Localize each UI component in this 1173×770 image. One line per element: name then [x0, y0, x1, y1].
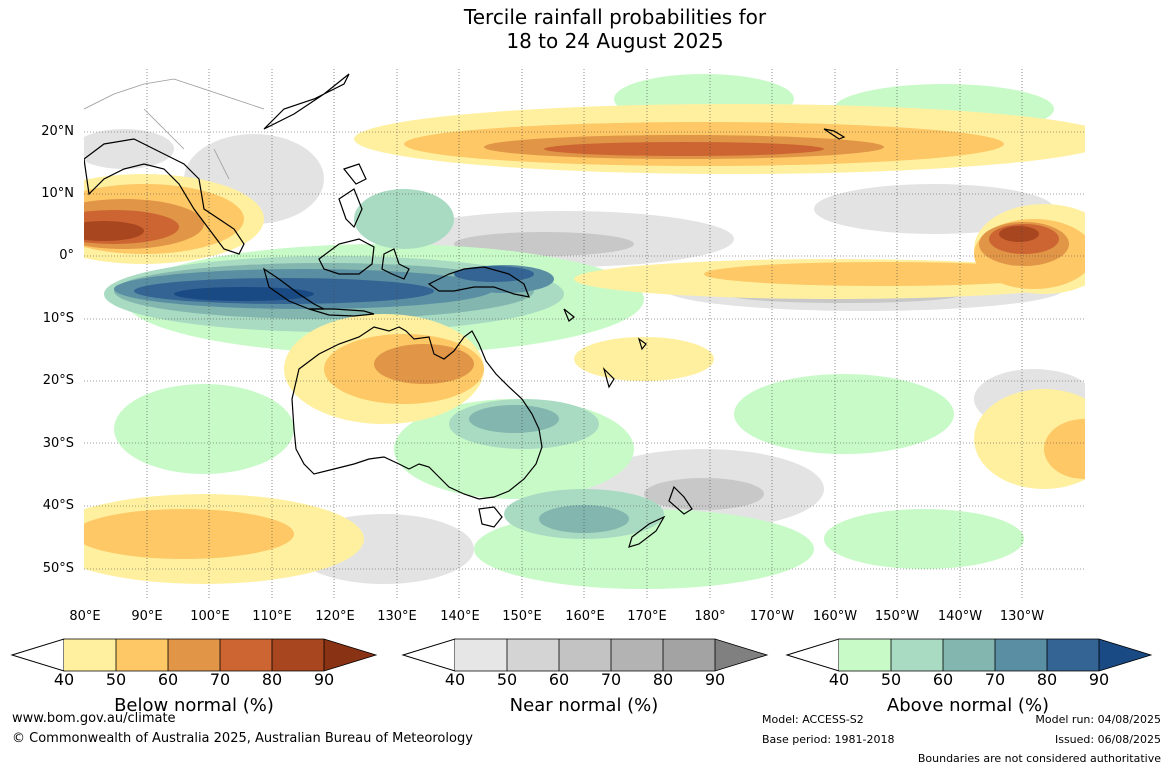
near-normal-caption: Near normal (%)	[509, 695, 659, 716]
lon-label-160w: 160°W	[812, 609, 858, 624]
model-info: Model: ACCESS-S2	[762, 713, 864, 726]
below-tick-40: 40	[53, 670, 75, 689]
near-tick-80: 80	[652, 670, 674, 689]
lon-label-130e: 130°E	[377, 609, 417, 624]
above-swatch-5	[1047, 639, 1099, 671]
australia-outline	[291, 326, 543, 500]
lat-label-20s: 20°S	[42, 373, 74, 388]
lon-label-170e: 170°E	[627, 609, 667, 624]
china-coast-outline	[263, 73, 350, 130]
coastlines	[84, 73, 846, 548]
lat-label-50s: 50°S	[42, 561, 74, 576]
below-swatch-5	[272, 639, 324, 671]
country-borders	[84, 78, 265, 180]
lon-label-180: 180°	[694, 609, 726, 624]
tasmania-outline	[478, 506, 503, 528]
base-period-info: Base period: 1981-2018	[762, 733, 895, 746]
colorbar-above-normal	[785, 638, 1153, 672]
above-swatch-1	[839, 639, 891, 671]
lon-label-100e: 100°E	[190, 609, 230, 624]
lon-label-80e: 80°E	[69, 609, 101, 624]
above-tick-80: 80	[1036, 670, 1058, 689]
pacific-islands-outline	[563, 308, 647, 389]
below-tick-80: 80	[261, 670, 283, 689]
lon-label-110e: 110°E	[252, 609, 292, 624]
near-tick-70: 70	[600, 670, 622, 689]
above-swatch-3	[943, 639, 995, 671]
gridlines	[84, 69, 1085, 600]
lon-label-170w: 170°W	[749, 609, 795, 624]
lon-label-130w: 130°W	[999, 609, 1045, 624]
near-swatch-2	[507, 639, 559, 671]
above-tick-50: 50	[880, 670, 902, 689]
below-swatch-3	[168, 639, 220, 671]
near-swatch-5	[663, 639, 715, 671]
map-title-line2: 18 to 24 August 2025	[506, 29, 724, 53]
borneo-outline	[318, 238, 375, 275]
colorbar-near-normal	[401, 638, 769, 672]
below-swatch-1	[64, 639, 116, 671]
above-swatch-4	[995, 639, 1047, 671]
lat-label-10n: 10°N	[41, 186, 74, 201]
above-swatch-2	[891, 639, 943, 671]
above-tick-70: 70	[984, 670, 1006, 689]
lat-label-10s: 10°S	[42, 311, 74, 326]
above-normal-caption: Above normal (%)	[886, 695, 1050, 716]
below-tick-60: 60	[157, 670, 179, 689]
above-tick-40: 40	[828, 670, 850, 689]
near-tick-50: 50	[496, 670, 518, 689]
above-tick-90: 90	[1088, 670, 1110, 689]
new-zealand-outline	[628, 485, 693, 548]
below-swatch-4	[220, 639, 272, 671]
philippines-outline	[338, 163, 367, 229]
lon-label-160e: 160°E	[565, 609, 605, 624]
near-tick-90: 90	[704, 670, 726, 689]
lon-label-140w: 140°W	[937, 609, 983, 624]
below-normal-caption: Below normal (%)	[114, 695, 274, 716]
below-tick-70: 70	[209, 670, 231, 689]
below-tick-90: 90	[313, 670, 335, 689]
lat-label-0: 0°	[59, 248, 74, 263]
boundaries-disclaimer: Boundaries are not considered authoritat…	[917, 752, 1161, 765]
below-swatch-6	[324, 639, 376, 671]
above-tick-60: 60	[932, 670, 954, 689]
near-tick-60: 60	[548, 670, 570, 689]
near-swatch-6	[715, 639, 767, 671]
lon-label-150e: 150°E	[502, 609, 542, 624]
probability-shading	[84, 74, 1085, 589]
lon-label-150w: 150°W	[874, 609, 920, 624]
lat-label-40s: 40°S	[42, 498, 74, 513]
model-run-info: Model run: 04/08/2025	[1035, 713, 1161, 726]
near-swatch-1	[455, 639, 507, 671]
website-link[interactable]: www.bom.gov.au/climate	[12, 711, 176, 726]
map-title-line1: Tercile rainfall probabilities for	[463, 5, 767, 29]
asia-mainland-outline	[84, 138, 245, 255]
new-guinea-outline	[427, 266, 530, 298]
lat-label-20n: 20°N	[41, 124, 74, 139]
near-swatch-3	[559, 639, 611, 671]
near-tick-40: 40	[444, 670, 466, 689]
near-swatch-4	[611, 639, 663, 671]
lon-label-120e: 120°E	[315, 609, 355, 624]
below-swatch-2	[116, 639, 168, 671]
java-outline	[308, 308, 375, 317]
colorbar-below-normal	[10, 638, 378, 672]
below-tick-50: 50	[105, 670, 127, 689]
lon-label-90e: 90°E	[131, 609, 163, 624]
hawaii-outline	[823, 128, 846, 140]
above-swatch-6	[1099, 639, 1151, 671]
copyright-text: © Commonwealth of Australia 2025, Austra…	[12, 731, 473, 746]
lon-label-140e: 140°E	[440, 609, 480, 624]
lat-label-30s: 30°S	[42, 436, 74, 451]
sulawesi-outline	[381, 248, 410, 280]
issued-info: Issued: 06/08/2025	[1054, 733, 1161, 746]
rainfall-map	[84, 69, 1085, 600]
